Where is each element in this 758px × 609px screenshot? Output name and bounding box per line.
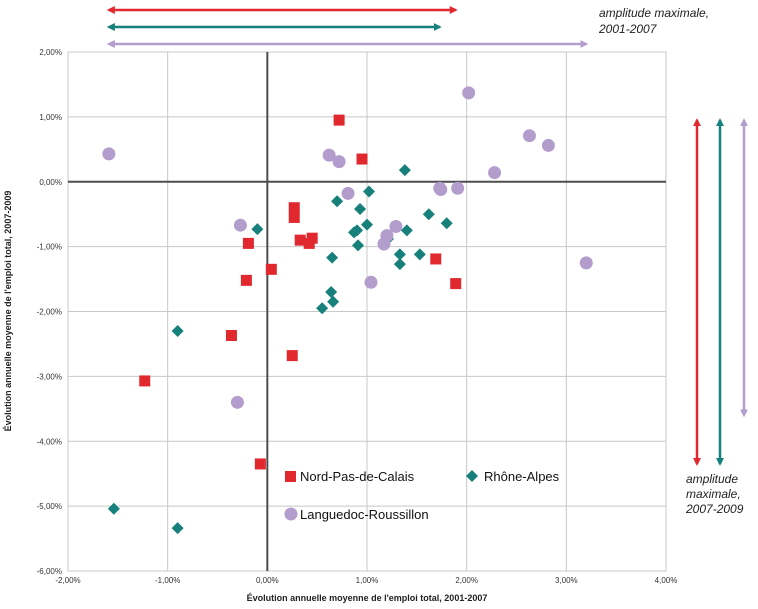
axis-lines [68, 52, 666, 571]
legend-marker-rhone-alpes [466, 470, 478, 482]
point-languedoc-roussillon [341, 186, 355, 200]
annotation-top: amplitude maximale, 2001-2007 [598, 6, 712, 36]
point-languedoc-roussillon [451, 181, 465, 195]
y-tick-label: 1,00% [39, 113, 62, 122]
point-nord-pas-de-calais [356, 153, 368, 165]
point-rhone-alpes [362, 185, 375, 198]
point-nord-pas-de-calais [430, 253, 442, 265]
point-nord-pas-de-calais [294, 234, 306, 246]
point-nord-pas-de-calais [288, 202, 300, 214]
legend-marker-languedoc-roussillon [284, 507, 298, 521]
legend-label-languedoc-roussillon: Languedoc-Roussillon [300, 507, 429, 522]
point-nord-pas-de-calais [288, 211, 300, 223]
point-rhone-alpes [422, 208, 435, 221]
x-axis-title: Évolution annuelle moyenne de l'emploi t… [247, 593, 488, 603]
x-tick-label: -2,00% [55, 576, 80, 585]
point-languedoc-roussillon [332, 155, 346, 169]
y-tick-label: 2,00% [39, 48, 62, 57]
point-nord-pas-de-calais [450, 278, 462, 290]
y-tick-label: -6,00% [37, 567, 62, 576]
y-tick-labels: 2,00% 1,00% 0,00% -1,00% -2,00% -3,00% -4,00% -… [37, 48, 62, 576]
point-nord-pas-de-calais [254, 458, 266, 470]
x-tick-label: 4,00% [655, 576, 678, 585]
y-axis-title: Évolution annuelle moyenne de l'emploi t… [3, 191, 13, 432]
point-rhone-alpes [316, 302, 329, 315]
point-languedoc-roussillon [541, 138, 555, 152]
point-rhone-alpes [393, 258, 406, 271]
annotation-right: amplitude maximale, 2007-2009 [685, 472, 744, 516]
point-rhone-alpes [331, 195, 344, 208]
point-rhone-alpes [107, 502, 120, 515]
y-tick-label: -4,00% [37, 437, 62, 446]
point-nord-pas-de-calais [265, 263, 277, 275]
x-tick-label: 1,00% [356, 576, 379, 585]
point-rhone-alpes [361, 218, 373, 231]
legend: Nord-Pas-de-Calais Rhône-Alpes Languedoc… [284, 469, 560, 522]
point-languedoc-roussillon [462, 86, 476, 100]
y-tick-label: -5,00% [37, 502, 62, 511]
point-rhone-alpes [171, 522, 184, 535]
data-points [102, 86, 593, 535]
x-tick-label: 2,00% [455, 576, 478, 585]
point-rhone-alpes [325, 286, 338, 299]
point-rhone-alpes [352, 239, 365, 252]
y-tick-label: 0,00% [39, 178, 62, 187]
point-rhone-alpes [413, 248, 426, 261]
legend-label-rhone-alpes: Rhône-Alpes [484, 469, 560, 484]
point-rhone-alpes [171, 324, 184, 337]
point-rhone-alpes [326, 251, 339, 264]
point-nord-pas-de-calais [286, 350, 298, 362]
point-rhone-alpes [351, 224, 364, 237]
point-languedoc-roussillon [102, 147, 116, 161]
point-rhone-alpes [400, 224, 413, 237]
legend-label-nord-pas-de-calais: Nord-Pas-de-Calais [300, 469, 415, 484]
point-rhone-alpes [398, 164, 411, 177]
point-languedoc-roussillon [579, 256, 593, 270]
point-languedoc-roussillon [522, 129, 536, 143]
point-nord-pas-de-calais [225, 330, 237, 342]
x-tick-label: -1,00% [155, 576, 180, 585]
x-tick-labels: -2,00% -1,00% 0,00% 1,00% 2,00% 3,00% 4,00% [55, 576, 677, 585]
legend-marker-nord-pas-de-calais [285, 471, 296, 482]
point-rhone-alpes [251, 223, 264, 236]
point-rhone-alpes [440, 217, 453, 230]
y-tick-label: -1,00% [37, 243, 62, 252]
point-nord-pas-de-calais [242, 237, 254, 249]
grid-lines [67, 51, 667, 572]
point-languedoc-roussillon [488, 166, 502, 180]
amplitude-arrows-horizontal [106, 6, 589, 48]
point-languedoc-roussillon [389, 220, 403, 234]
point-languedoc-roussillon [364, 275, 378, 289]
y-tick-label: -2,00% [37, 308, 62, 317]
point-nord-pas-de-calais [333, 114, 345, 126]
amplitude-arrows-vertical [693, 118, 748, 466]
point-languedoc-roussillon [434, 183, 448, 197]
point-languedoc-roussillon [377, 237, 391, 251]
y-tick-label: -3,00% [37, 372, 62, 381]
point-languedoc-roussillon [230, 395, 244, 409]
point-nord-pas-de-calais [139, 375, 151, 387]
point-rhone-alpes [354, 202, 367, 215]
point-nord-pas-de-calais [306, 232, 318, 244]
point-nord-pas-de-calais [240, 274, 252, 286]
point-rhone-alpes [393, 248, 406, 261]
x-tick-label: 3,00% [555, 576, 578, 585]
point-rhone-alpes [327, 295, 340, 308]
point-languedoc-roussillon [322, 148, 336, 162]
x-tick-label: 0,00% [256, 576, 279, 585]
point-languedoc-roussillon [233, 218, 247, 232]
